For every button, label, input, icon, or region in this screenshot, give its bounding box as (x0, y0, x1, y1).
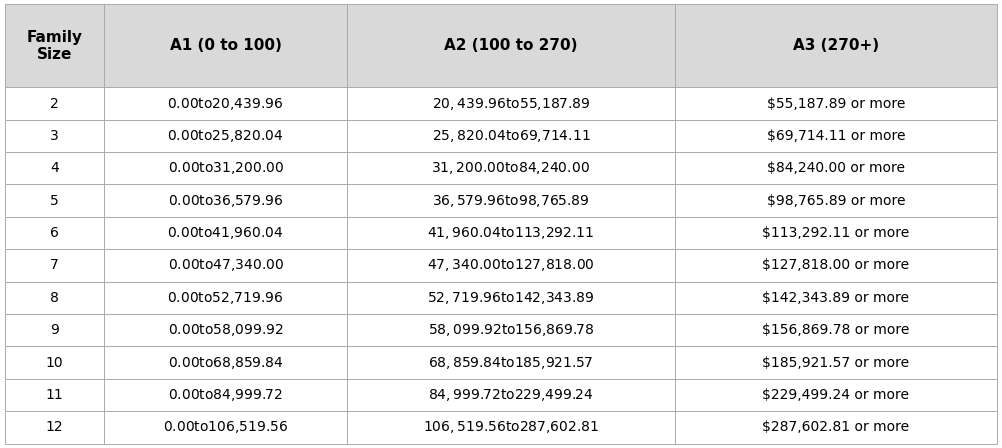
Text: 9: 9 (50, 323, 59, 337)
Bar (104, 87, 348, 120)
Text: $84,240.00 or more: $84,240.00 or more (767, 161, 905, 175)
Text: $20,439.96 to $55,187.89: $20,439.96 to $55,187.89 (432, 95, 590, 112)
Bar (104, 249, 348, 282)
Bar (5, 379, 104, 411)
Bar (348, 249, 674, 282)
Text: A3 (270+): A3 (270+) (793, 39, 879, 53)
Bar (5, 4, 104, 87)
Text: $0.00 to $58,099.92: $0.00 to $58,099.92 (168, 322, 284, 338)
Text: $113,292.11 or more: $113,292.11 or more (763, 226, 910, 240)
Text: $0.00 to $41,960.04: $0.00 to $41,960.04 (167, 225, 284, 241)
Bar (104, 314, 348, 346)
Bar (348, 120, 674, 152)
Text: $84,999.72 to $229,499.24: $84,999.72 to $229,499.24 (428, 387, 594, 403)
Text: $106,519.56 to $287,602.81: $106,519.56 to $287,602.81 (423, 419, 599, 435)
Text: $69,714.11 or more: $69,714.11 or more (767, 129, 905, 143)
Text: 7: 7 (50, 258, 59, 272)
Bar (104, 282, 348, 314)
Text: $68,859.84 to $185,921.57: $68,859.84 to $185,921.57 (429, 354, 593, 370)
Bar (348, 87, 674, 120)
Text: 6: 6 (50, 226, 59, 240)
Text: 5: 5 (50, 194, 59, 208)
Bar (348, 314, 674, 346)
Text: $185,921.57 or more: $185,921.57 or more (763, 356, 910, 370)
Text: $58,099.92 to $156,869.78: $58,099.92 to $156,869.78 (428, 322, 594, 338)
Text: $98,765.89 or more: $98,765.89 or more (767, 194, 905, 208)
Bar (348, 346, 674, 379)
Text: 3: 3 (50, 129, 59, 143)
Text: A2 (100 to 270): A2 (100 to 270) (444, 39, 578, 53)
Text: $127,818.00 or more: $127,818.00 or more (763, 258, 910, 272)
Text: $287,602.81 or more: $287,602.81 or more (763, 420, 910, 434)
Bar (674, 282, 997, 314)
Bar (674, 314, 997, 346)
Bar (104, 217, 348, 249)
Text: $156,869.78 or more: $156,869.78 or more (763, 323, 910, 337)
Bar (5, 346, 104, 379)
Bar (348, 411, 674, 444)
Bar (674, 152, 997, 185)
Bar (674, 411, 997, 444)
Bar (5, 314, 104, 346)
Text: $47,340.00 to $127,818.00: $47,340.00 to $127,818.00 (427, 258, 595, 273)
Text: Family
Size: Family Size (27, 30, 82, 62)
Bar (104, 152, 348, 185)
Bar (5, 152, 104, 185)
Text: 8: 8 (50, 291, 59, 305)
Bar (348, 152, 674, 185)
Bar (104, 120, 348, 152)
Text: 11: 11 (46, 388, 63, 402)
Text: $0.00 to $106,519.56: $0.00 to $106,519.56 (163, 419, 289, 435)
Bar (674, 379, 997, 411)
Bar (5, 217, 104, 249)
Bar (674, 4, 997, 87)
Bar (674, 120, 997, 152)
Text: 12: 12 (46, 420, 63, 434)
Text: 2: 2 (50, 97, 59, 111)
Bar (674, 217, 997, 249)
Bar (348, 185, 674, 217)
Text: $0.00 to $20,439.96: $0.00 to $20,439.96 (167, 95, 284, 112)
Bar (674, 185, 997, 217)
Bar (104, 4, 348, 87)
Bar (104, 411, 348, 444)
Text: $25,820.04 to $69,714.11: $25,820.04 to $69,714.11 (432, 128, 590, 144)
Bar (5, 282, 104, 314)
Text: $0.00 to $47,340.00: $0.00 to $47,340.00 (167, 258, 284, 273)
Text: $0.00 to $36,579.96: $0.00 to $36,579.96 (168, 193, 284, 209)
Text: 4: 4 (50, 161, 59, 175)
Text: $0.00 to $31,200.00: $0.00 to $31,200.00 (167, 160, 284, 177)
Text: $31,200.00 to $84,240.00: $31,200.00 to $84,240.00 (432, 160, 590, 177)
Text: $0.00 to $25,820.04: $0.00 to $25,820.04 (167, 128, 284, 144)
Bar (5, 120, 104, 152)
Text: A1 (0 to 100): A1 (0 to 100) (169, 39, 282, 53)
Bar (348, 217, 674, 249)
Text: $0.00 to $52,719.96: $0.00 to $52,719.96 (167, 290, 284, 306)
Bar (104, 346, 348, 379)
Bar (348, 379, 674, 411)
Text: $41,960.04 to $113,292.11: $41,960.04 to $113,292.11 (428, 225, 594, 241)
Text: $36,579.96 to $98,765.89: $36,579.96 to $98,765.89 (432, 193, 590, 209)
Bar (104, 185, 348, 217)
Bar (5, 87, 104, 120)
Bar (674, 87, 997, 120)
Bar (674, 346, 997, 379)
Bar (348, 4, 674, 87)
Bar (348, 282, 674, 314)
Bar (5, 249, 104, 282)
Text: $52,719.96 to $142,343.89: $52,719.96 to $142,343.89 (427, 290, 594, 306)
Text: 10: 10 (46, 356, 63, 370)
Text: $0.00 to $68,859.84: $0.00 to $68,859.84 (168, 354, 284, 370)
Text: $229,499.24 or more: $229,499.24 or more (763, 388, 909, 402)
Bar (5, 411, 104, 444)
Bar (5, 185, 104, 217)
Bar (674, 249, 997, 282)
Text: $55,187.89 or more: $55,187.89 or more (767, 97, 905, 111)
Bar (104, 379, 348, 411)
Text: $0.00 to $84,999.72: $0.00 to $84,999.72 (168, 387, 284, 403)
Text: $142,343.89 or more: $142,343.89 or more (763, 291, 909, 305)
